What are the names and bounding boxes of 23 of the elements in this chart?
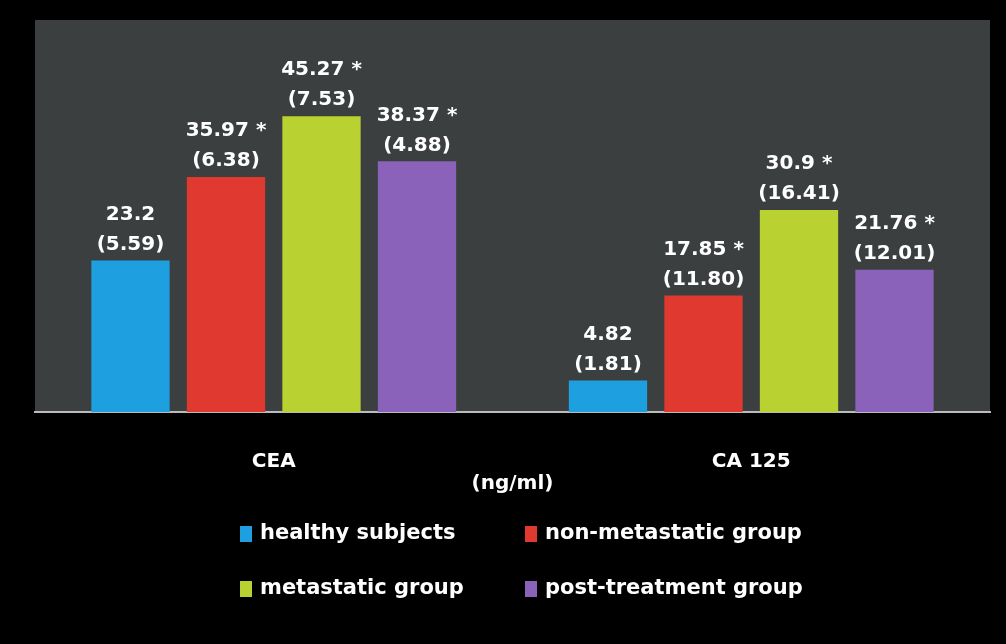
data-label: 45.27 * (7.53) [281,56,363,111]
data-label: 21.76 * (12.01) [853,210,936,265]
data-label: 35.97 * (6.38) [185,117,267,172]
legend-label: metastatic group [260,575,464,600]
bar [759,210,839,412]
legend-label: non-metastatic group [545,520,802,545]
legend-label: post-treatment group [545,575,803,600]
bar [186,177,266,412]
bar [282,116,361,412]
data-label: 17.85 * (11.80) [662,235,745,290]
x-tick-label: CA 125 [711,448,791,473]
legend-label: healthy subjects [260,520,456,545]
data-label: 4.82 (1.81) [574,320,642,375]
bar [377,161,457,412]
data-label: 38.37 * (4.88) [376,101,458,156]
data-label: 30.9 * (16.41) [758,150,840,205]
bar [664,295,743,412]
data-label: 23.2 (5.59) [96,200,165,255]
x-tick-label: CEA [251,448,297,473]
bar [855,269,934,412]
bar [568,380,648,412]
x-axis-title: (ng/ml) [471,470,554,495]
bar [91,260,170,412]
